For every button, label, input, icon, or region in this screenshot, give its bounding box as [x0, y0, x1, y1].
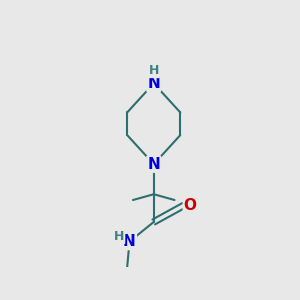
Text: H: H: [114, 230, 124, 243]
Text: O: O: [184, 198, 197, 213]
Text: N: N: [147, 76, 160, 91]
Text: N: N: [147, 157, 160, 172]
Text: N: N: [123, 234, 136, 249]
Text: H: H: [148, 64, 159, 77]
